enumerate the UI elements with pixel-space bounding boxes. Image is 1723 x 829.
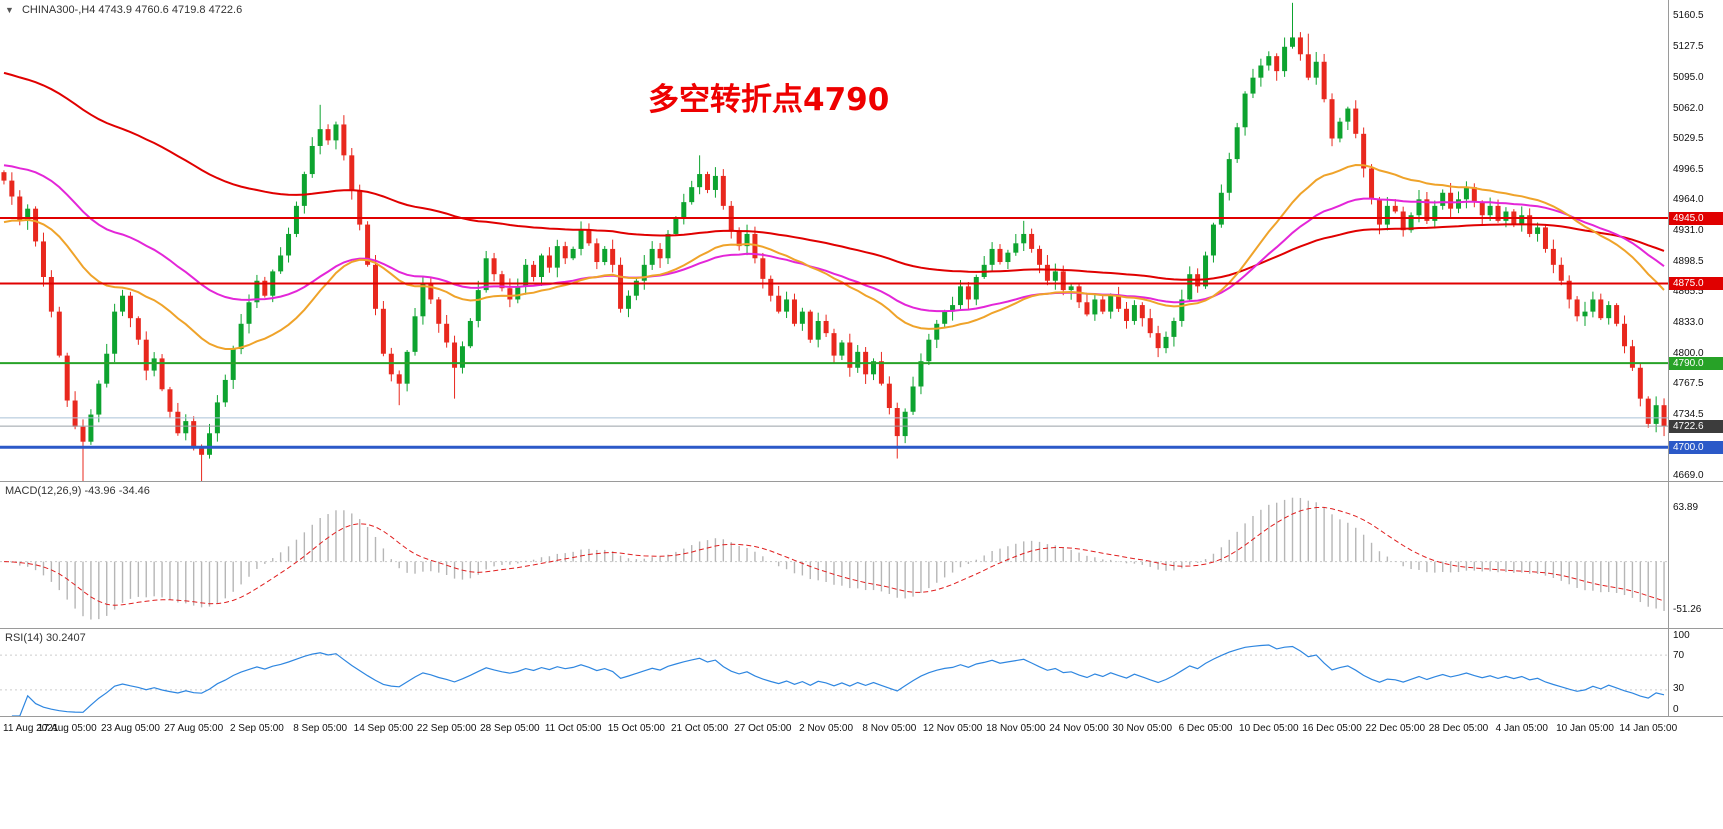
price-axis-label: 5095.0: [1673, 71, 1704, 83]
price-axis[interactable]: 5160.5 5127.5 5095.0 5062.0 5029.5 4996.5 4964…: [1668, 0, 1723, 481]
time-label: 22 Sep 05:00: [416, 723, 477, 734]
rsi-axis-label: 30: [1673, 682, 1685, 694]
ma-line-red-slow: [3, 71, 1665, 281]
price-axis-label: 4833.0: [1673, 316, 1704, 328]
bar-close-value: 4722.6: [208, 4, 243, 16]
time-label: 30 Nov 05:00: [1112, 723, 1173, 734]
time-label: 2 Nov 05:00: [799, 723, 854, 734]
time-label: 17 Aug 05:00: [37, 723, 97, 734]
candlesticks: [1, 2, 1667, 481]
empty-area: [0, 743, 1723, 828]
ma-line-orange-fast: [3, 163, 1665, 350]
collapse-arrow-icon[interactable]: ▼: [5, 5, 14, 15]
price-chart-area[interactable]: ▼ CHINA300-,H4 4743.9 4760.6 4719.8 4722…: [0, 0, 1668, 481]
time-label: 16 Dec 05:00: [1302, 723, 1362, 734]
bar-low-value: 4719.8: [171, 4, 206, 16]
time-label: 14 Jan 05:00: [1619, 723, 1678, 734]
time-label: 6 Dec 05:00: [1178, 723, 1233, 734]
macd-axis-min: -51.26: [1673, 604, 1702, 615]
rsi-panel: RSI(14) 30.2407 100 70 30 0: [0, 629, 1723, 717]
price-axis-label: 5160.5: [1673, 10, 1704, 22]
time-label: 15 Oct 05:00: [607, 723, 665, 734]
price-axis-label: 5029.5: [1673, 132, 1704, 144]
time-label: 10 Dec 05:00: [1239, 723, 1299, 734]
bar-high-value: 4760.6: [135, 4, 169, 16]
macd-chart-area[interactable]: MACD(12,26,9) -43.96 -34.46: [0, 482, 1668, 628]
main-chart-panel: ▼ CHINA300-,H4 4743.9 4760.6 4719.8 4722…: [0, 0, 1723, 482]
price-axis-label: 4669.0: [1673, 470, 1704, 482]
time-label: 18 Nov 05:00: [986, 723, 1046, 734]
price-level-badge: 4945.0: [1669, 211, 1723, 225]
rsi-canvas[interactable]: [0, 629, 1668, 716]
price-axis-label: 4996.5: [1673, 163, 1704, 175]
time-label: 14 Sep 05:00: [353, 723, 414, 734]
time-axis[interactable]: 11 Aug 2021 17 Aug 05:00 23 Aug 05:00 27 Au…: [0, 717, 1723, 743]
rsi-line: [11, 644, 1665, 716]
time-label: 24 Nov 05:00: [1049, 723, 1109, 734]
price-axis-label: 4964.0: [1673, 194, 1704, 206]
time-label: 27 Aug 05:00: [164, 723, 224, 734]
time-label: 8 Nov 05:00: [862, 723, 917, 734]
time-label: 4 Jan 05:00: [1495, 723, 1548, 734]
price-level-badge: 4700.0: [1669, 440, 1723, 454]
price-level-badge: 4790.0: [1669, 356, 1723, 370]
price-axis-label: 4800.0: [1673, 347, 1704, 359]
time-label: 23 Aug 05:00: [100, 723, 160, 734]
time-label: 22 Dec 05:00: [1365, 723, 1426, 734]
time-label: 10 Jan 05:00: [1556, 723, 1614, 734]
chart-ohlc-header: ▼ CHINA300-,H4 4743.9 4760.6 4719.8 4722…: [5, 4, 242, 16]
price-axis-label: 4898.5: [1673, 255, 1704, 267]
macd-axis[interactable]: 63.89 -51.26: [1668, 482, 1723, 628]
rsi-axis-label: 70: [1673, 650, 1685, 662]
time-label: 8 Sep 05:00: [293, 723, 348, 734]
bar-open-value: 4743.9: [98, 4, 133, 16]
time-label: 27 Oct 05:00: [734, 723, 792, 734]
macd-axis-max: 63.89: [1673, 502, 1699, 513]
symbol-period-label: CHINA300-,H4: [21, 4, 96, 16]
time-label: 2 Sep 05:00: [229, 723, 284, 734]
rsi-axis[interactable]: 100 70 30 0: [1668, 629, 1723, 716]
macd-signal-line: [3, 506, 1665, 606]
time-label: 11 Oct 05:00: [544, 723, 602, 734]
rsi-axis-label: 0: [1673, 704, 1679, 715]
price-axis-label: 4931.0: [1673, 225, 1704, 237]
price-axis-label: 4767.5: [1673, 378, 1704, 390]
price-axis-label: 4865.5: [1673, 286, 1704, 298]
chart-annotation-text[interactable]: 多空转折点4790: [648, 82, 890, 118]
time-label: 28 Sep 05:00: [480, 723, 540, 734]
price-chart-canvas[interactable]: [0, 0, 1668, 481]
time-label: 11 Aug 2021: [3, 723, 59, 734]
ma-line-magenta-mid: [3, 164, 1665, 313]
macd-histogram: [11, 497, 1665, 620]
price-axis-label: 5062.0: [1673, 102, 1704, 114]
macd-indicator-label: MACD(12,26,9) -43.96 -34.46: [5, 485, 150, 497]
rsi-axis-label: 100: [1673, 630, 1690, 641]
time-label: 21 Oct 05:00: [670, 723, 729, 734]
macd-panel: MACD(12,26,9) -43.96 -34.46 63.89 -51.26: [0, 482, 1723, 629]
price-level-badge: 4722.6: [1669, 419, 1723, 433]
price-axis-label: 4734.5: [1673, 409, 1704, 421]
rsi-chart-area[interactable]: RSI(14) 30.2407: [0, 629, 1668, 716]
time-label: 28 Dec 05:00: [1428, 723, 1489, 734]
time-label: 12 Nov 05:00: [922, 723, 983, 734]
price-level-badge: 4875.0: [1669, 277, 1723, 291]
rsi-indicator-label: RSI(14) 30.2407: [5, 632, 86, 644]
price-axis-label: 5127.5: [1673, 41, 1704, 53]
macd-canvas[interactable]: [0, 482, 1668, 628]
